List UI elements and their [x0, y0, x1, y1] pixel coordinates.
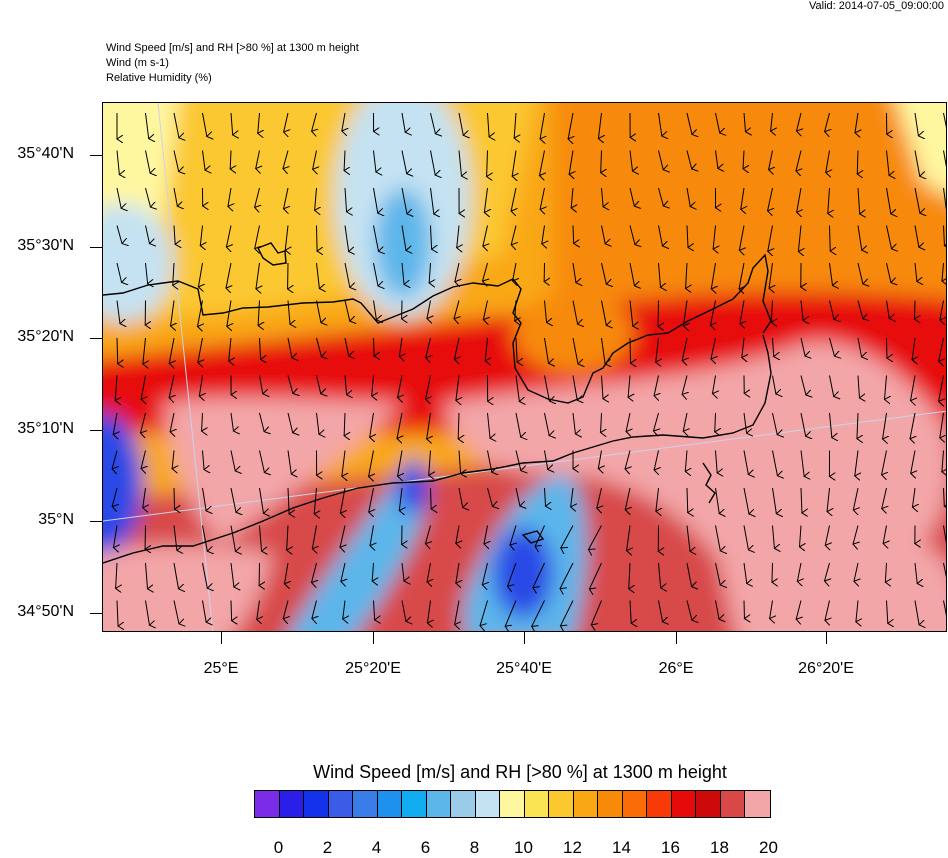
map-panel[interactable]: [102, 102, 947, 632]
x-tick: [524, 632, 525, 644]
colorbar-cell: [280, 791, 305, 817]
colorbar-label: 8: [455, 838, 495, 858]
colorbar: [254, 790, 771, 818]
title-line-1: Wind Speed [m/s] and RH [>80 %] at 1300 …: [106, 41, 359, 56]
x-tick: [373, 632, 374, 644]
colorbar-cell: [721, 791, 746, 817]
colorbar-cell: [476, 791, 501, 817]
colorbar-cell: [549, 791, 574, 817]
wind-arrow: [431, 488, 432, 509]
colorbar-label: 6: [406, 838, 446, 858]
wind-arrow: [772, 563, 773, 582]
y-tick: [90, 155, 102, 156]
colorbar-cell: [598, 791, 623, 817]
colorbar-label: 16: [651, 838, 691, 858]
x-label-25-20e: 25°20'E: [323, 660, 423, 678]
colorbar-cell: [255, 791, 280, 817]
colorbar-cell: [623, 791, 648, 817]
colorbar-cell: [647, 791, 672, 817]
colorbar-cell: [427, 791, 452, 817]
x-label-26-20e: 26°20'E: [776, 660, 876, 678]
x-label-25e: 25°E: [171, 660, 271, 678]
y-tick: [90, 247, 102, 248]
colorbar-cell: [574, 791, 599, 817]
y-label-34-50: 34°50'N: [0, 603, 74, 621]
x-tick: [826, 632, 827, 644]
wind-arrow: [914, 301, 915, 319]
colorbar-label: 18: [700, 838, 740, 858]
colorbar-cell: [696, 791, 721, 817]
y-tick: [90, 613, 102, 614]
colorbar-cell: [402, 791, 427, 817]
colorbar-cell: [353, 791, 378, 817]
y-label-35-30: 35°30'N: [0, 237, 74, 255]
colorbar-cell: [304, 791, 329, 817]
colorbar-label: 10: [504, 838, 544, 858]
field-layer: [103, 103, 947, 632]
colorbar-cell: [672, 791, 697, 817]
y-tick: [90, 338, 102, 339]
colorbar-label: 0: [259, 838, 299, 858]
wind-arrow: [317, 226, 318, 252]
title-line-3: Relative Humidity (%): [106, 71, 359, 86]
colorbar-cell: [525, 791, 550, 817]
wind-arrow: [573, 226, 574, 244]
wind-arrow: [630, 338, 631, 363]
colorbar-cell: [500, 791, 525, 817]
wind-arrow: [374, 338, 375, 356]
colorbar-label: 20: [749, 838, 789, 858]
field-dark-orange-inlet: [513, 293, 633, 373]
colorbar-cell: [329, 791, 354, 817]
x-tick: [221, 632, 222, 644]
colorbar-label: 12: [553, 838, 593, 858]
colorbar-label: 4: [357, 838, 397, 858]
x-label-26e: 26°E: [626, 660, 726, 678]
plot-titles: Wind Speed [m/s] and RH [>80 %] at 1300 …: [106, 41, 359, 86]
colorbar-cell: [745, 791, 770, 817]
y-label-35-00: 35°N: [0, 511, 74, 529]
wind-arrow: [231, 601, 232, 621]
y-label-35-40: 35°40'N: [0, 145, 74, 163]
map-svg: [103, 103, 947, 632]
wind-arrow: [174, 488, 175, 509]
field-blue-n: [375, 188, 431, 298]
y-tick: [90, 430, 102, 431]
colorbar-label: 14: [602, 838, 642, 858]
valid-time: Valid: 2014-07-05_09:00:00: [809, 0, 944, 12]
wind-arrow: [117, 338, 118, 364]
x-tick: [676, 632, 677, 644]
colorbar-title: Wind Speed [m/s] and RH [>80 %] at 1300 …: [220, 762, 820, 783]
title-line-2: Wind (m s-1): [106, 56, 359, 71]
y-tick: [90, 521, 102, 522]
colorbar-cell: [378, 791, 403, 817]
y-label-35-20: 35°20'N: [0, 328, 74, 346]
field-deep-blue-south: [493, 528, 553, 618]
colorbar-label: 2: [308, 838, 348, 858]
x-label-25-40e: 25°40'E: [474, 660, 574, 678]
colorbar-cell: [451, 791, 476, 817]
y-label-35-10: 35°10'N: [0, 420, 74, 438]
